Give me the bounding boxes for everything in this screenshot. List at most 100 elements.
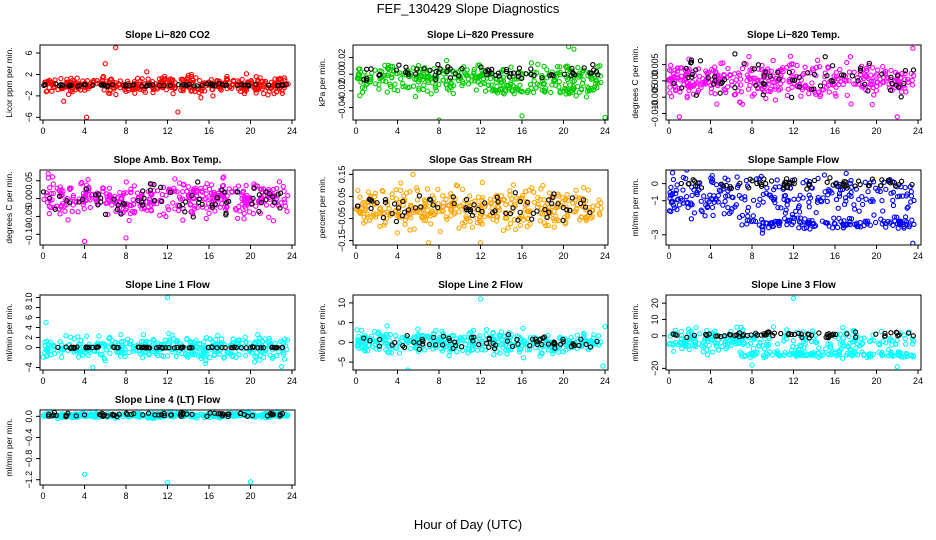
x-tick-label: 0 — [40, 251, 45, 261]
data-point — [496, 204, 502, 211]
data-point — [846, 215, 853, 222]
data-point — [549, 201, 555, 207]
data-point — [190, 214, 196, 220]
data-point — [217, 204, 223, 210]
data-point — [602, 114, 608, 120]
data-point — [532, 336, 539, 342]
data-point — [251, 185, 257, 191]
data-point — [497, 350, 503, 356]
data-point — [854, 352, 861, 358]
data-point — [717, 90, 723, 96]
data-point — [688, 59, 695, 65]
data-point — [694, 191, 700, 198]
data-point — [758, 332, 764, 338]
data-point — [563, 204, 569, 210]
data-point — [737, 99, 743, 105]
data-point — [394, 230, 400, 236]
data-point — [506, 87, 512, 93]
data-point — [765, 225, 772, 231]
data-point — [669, 170, 676, 176]
data-point — [443, 74, 449, 80]
data-point — [909, 82, 916, 88]
x-tick-label: 0 — [666, 376, 671, 386]
data-point — [46, 341, 52, 348]
data-point — [503, 347, 509, 353]
data-point — [183, 82, 189, 88]
data-point — [781, 333, 787, 340]
data-point — [479, 221, 485, 227]
y-tick-label: −5 — [337, 357, 347, 367]
data-point — [161, 410, 167, 417]
data-point — [909, 77, 915, 84]
x-tick-label: 20 — [558, 251, 568, 261]
data-point — [396, 350, 403, 356]
data-point — [402, 69, 409, 75]
data-point — [123, 235, 129, 241]
data-point — [393, 345, 399, 351]
data-point — [777, 219, 783, 226]
data-point — [99, 410, 105, 416]
data-point — [750, 197, 757, 203]
data-point — [602, 323, 608, 330]
y-tick-label: −0.05 — [24, 205, 34, 228]
data-point — [483, 340, 490, 346]
data-point — [469, 347, 475, 353]
x-tick-label: 8 — [123, 251, 128, 261]
data-point — [755, 66, 762, 72]
data-point — [879, 71, 885, 77]
data-point — [503, 202, 509, 208]
data-point — [63, 197, 69, 203]
x-tick-label: 24 — [287, 251, 297, 261]
data-point — [871, 92, 877, 98]
data-point — [732, 51, 738, 57]
data-point — [198, 355, 204, 361]
y-tick-label: 10 — [337, 298, 347, 308]
data-point — [179, 350, 185, 357]
data-point — [274, 83, 281, 89]
data-point — [744, 217, 750, 223]
y-tick-label: 2 — [24, 72, 34, 77]
data-point — [198, 188, 205, 194]
data-point — [761, 81, 767, 87]
data-point — [772, 97, 779, 103]
data-point — [893, 82, 899, 88]
data-point — [243, 339, 249, 345]
data-point — [883, 186, 889, 193]
data-point — [719, 79, 725, 85]
y-tick-label: 0 — [337, 340, 347, 345]
data-point — [104, 413, 110, 419]
data-point — [414, 185, 420, 191]
data-point — [196, 196, 202, 202]
data-point — [748, 340, 754, 347]
data-point — [376, 346, 382, 352]
data-point — [851, 206, 858, 212]
data-point — [424, 88, 430, 94]
data-point — [672, 332, 678, 338]
data-point — [246, 83, 252, 89]
data-point — [562, 82, 569, 88]
data-point — [172, 176, 178, 182]
y-tick-label: 10 — [24, 292, 34, 302]
data-point — [415, 326, 421, 332]
y-tick-label: −0.10 — [24, 223, 34, 246]
x-tick-label: 16 — [517, 126, 527, 136]
data-point — [554, 63, 561, 70]
data-point — [557, 64, 563, 70]
data-point — [377, 223, 383, 229]
data-point — [456, 209, 462, 215]
data-point — [393, 218, 400, 225]
data-point — [760, 191, 766, 197]
data-point — [451, 203, 457, 209]
data-point — [497, 86, 504, 93]
data-point — [862, 179, 868, 185]
data-point — [747, 82, 753, 89]
data-point — [900, 83, 907, 89]
data-point — [902, 184, 908, 191]
data-point — [477, 72, 484, 79]
data-point — [591, 67, 597, 73]
data-point — [222, 344, 228, 351]
data-point — [282, 203, 288, 209]
data-point — [557, 90, 563, 96]
data-point — [106, 185, 112, 191]
data-point — [886, 179, 892, 185]
